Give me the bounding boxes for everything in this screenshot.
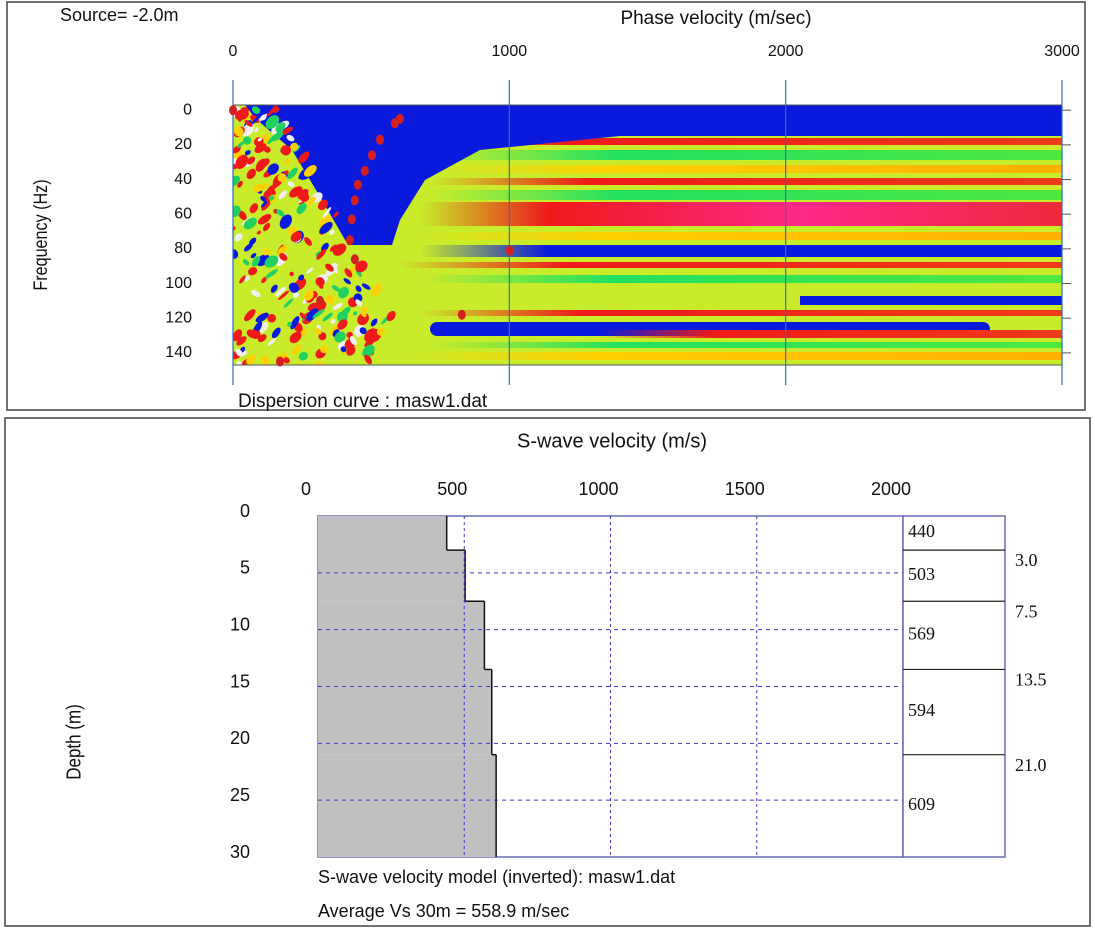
image-band [430,165,1062,173]
dispersion-point [354,180,362,190]
image-band [430,190,1062,200]
velocity-label: 609 [908,794,935,814]
dispersion-point [346,235,354,245]
caption: S-wave velocity model (inverted): masw1.… [318,867,675,887]
y-tick-label: 40 [174,171,192,188]
y-tick-label: 5 [240,558,250,578]
depth-label: 21.0 [1015,755,1047,775]
y-tick-label: 60 [174,205,192,222]
x-tick-label: 0 [229,43,238,60]
image-band [420,275,1062,283]
y-tick-label: 0 [240,501,250,521]
image-band [430,150,1062,160]
y-tick-label: 100 [165,275,192,292]
y-tick-label: 120 [165,309,192,326]
y-axis-label: Frequency (Hz) [30,179,52,290]
velocity-layer [318,669,492,754]
dispersion-point [458,310,466,320]
velocity-layer [318,516,447,550]
x-tick-label: 3000 [1044,43,1080,60]
velocity-label: 569 [908,623,935,643]
y-tick-label: 140 [165,344,192,361]
image-band [400,352,1062,360]
x-tick-label: 2000 [871,479,911,499]
velocity-label: 440 [908,521,935,541]
y-tick-label: 0 [183,101,192,118]
dispersion-point [351,254,359,264]
y-tick-label: 20 [174,136,192,153]
y-tick-label: 30 [230,842,250,862]
x-tick-label: 2000 [768,43,804,60]
x-tick-label: 1000 [578,479,618,499]
x-tick-label: 1500 [725,479,765,499]
depth-label: 13.5 [1015,670,1047,690]
image-band [410,232,1062,240]
velocity-layer [318,755,496,857]
velocity-label: 594 [908,700,935,720]
image-band [400,262,1062,268]
x-tick-label: 1000 [492,43,528,60]
dispersion-point [368,150,376,160]
y-tick-label: 80 [174,240,192,257]
x-tick-label: 0 [301,479,311,499]
velocity-label: 503 [908,564,935,584]
y-tick-label: 10 [230,614,250,634]
dispersion-point [348,214,356,224]
y-tick-label: 25 [230,785,250,805]
x-tick-label: 500 [437,479,467,499]
image-band [430,178,1062,185]
image-band [800,296,1062,305]
velocity-layer [318,601,484,669]
y-tick-label: 15 [230,671,250,691]
image-band [420,202,1062,226]
velocity-layer [318,550,465,601]
annotation: Source= -2.0m [60,5,179,25]
dispersion-point [376,135,384,145]
image-band [420,310,1062,316]
caption: Dispersion curve : masw1.dat [238,391,488,412]
figure: Source= -2.0m Phase velocity (m/sec) Frequ… [0,0,1095,929]
dispersion-point [361,166,369,176]
dispersion-point [316,296,324,306]
y-tick-label: 20 [230,728,250,748]
dispersion-point [506,246,514,256]
image-band [430,342,1062,348]
image-band [420,245,1062,257]
chart-title: Phase velocity (m/sec) [620,8,811,29]
depth-label: 7.5 [1015,601,1038,621]
y-axis-label: Depth (m) [62,704,85,780]
chart-title: S-wave velocity (m/s) [517,430,707,452]
dispersion-point [229,105,237,115]
dispersion-point [391,118,399,128]
depth-label: 3.0 [1015,550,1038,570]
dispersion-point [276,357,284,367]
image-band [600,330,1062,338]
dispersion-point [351,195,359,205]
caption: Average Vs 30m = 558.9 m/sec [318,901,569,921]
